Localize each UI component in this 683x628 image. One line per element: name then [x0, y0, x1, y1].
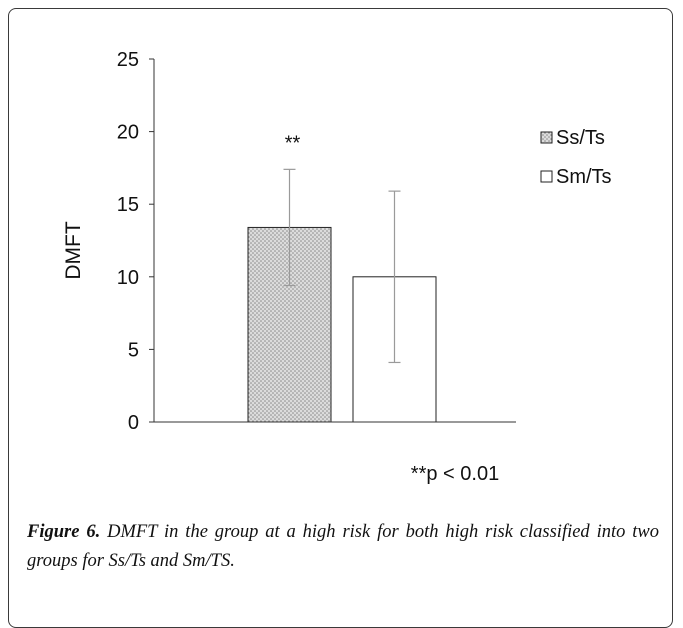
legend-label: Sm/Ts: [556, 166, 612, 188]
y-tick-label: 15: [117, 194, 139, 216]
legend: Ss/Ts Sm/Ts: [540, 127, 612, 188]
y-tick-label: 20: [117, 122, 139, 144]
caption-label: Figure 6.: [27, 522, 101, 542]
figure-frame: [8, 8, 673, 628]
error-bar: [388, 190, 401, 364]
legend-swatch-sm-ts: [540, 170, 553, 183]
p-value-note: **p < 0.01: [411, 463, 499, 485]
figure-caption: Figure 6. DMFT in the group at a high ri…: [27, 518, 659, 576]
y-tick-label: 10: [117, 267, 139, 289]
y-axis-label: DMFT: [62, 221, 85, 279]
y-tick-label: 0: [128, 412, 139, 434]
legend-swatch-ss-ts: [540, 131, 553, 144]
significance-marker: **: [285, 132, 301, 154]
y-tick-label: 5: [128, 339, 139, 361]
caption-text: DMFT in the group at a high risk for bot…: [27, 522, 659, 571]
error-bar: [283, 168, 296, 287]
y-tick-label: 25: [117, 49, 139, 71]
bar-chart: 0 5 10 15 20 25 DMFT ** Ss/Ts Sm/Ts **p < 0.01: [62, 49, 612, 485]
bars: [247, 168, 437, 423]
y-axis: 0 5 10 15 20 25: [117, 49, 155, 434]
legend-label: Ss/Ts: [556, 127, 605, 149]
